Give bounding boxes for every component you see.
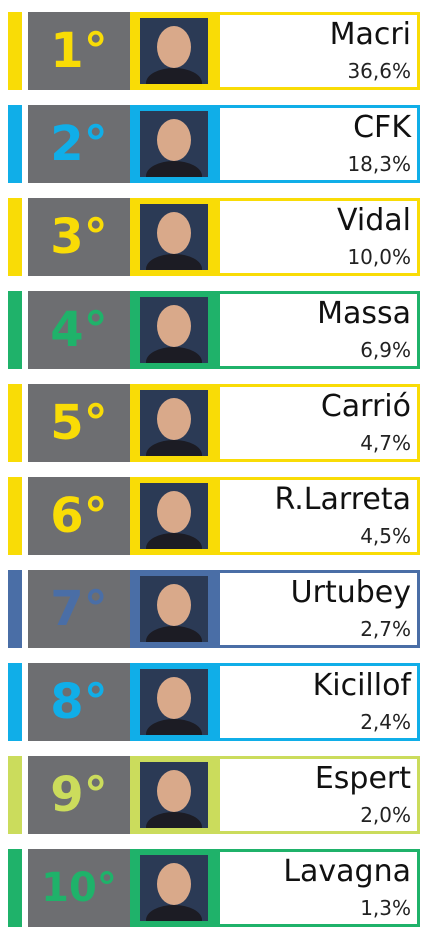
percentage: 2,7% (360, 617, 411, 641)
ranking-row: 6° R.Larreta 4,5% (0, 477, 426, 555)
photo-body (146, 254, 202, 270)
rank: 10° (28, 849, 130, 927)
rank: 6° (28, 477, 130, 555)
ranking-row: 4° Massa 6,9% (0, 291, 426, 369)
ranking-row: 10° Lavagna 1,3% (0, 849, 426, 927)
ranking-row: 1° Macri 36,6% (0, 12, 426, 90)
photo-face (157, 398, 191, 440)
photo-face (157, 491, 191, 533)
photo-face (157, 677, 191, 719)
percentage: 18,3% (347, 152, 411, 176)
percentage: 10,0% (347, 245, 411, 269)
candidate-name: Lavagna (283, 854, 411, 889)
candidate-name: Vidal (337, 203, 411, 238)
photo-face (157, 584, 191, 626)
photo-body (146, 347, 202, 363)
percentage: 2,0% (360, 803, 411, 827)
name-card: CFK 18,3% (220, 108, 417, 180)
color-stripe (8, 849, 22, 927)
candidate-name: Urtubey (290, 575, 411, 610)
photo-body (146, 533, 202, 549)
candidate-name: Espert (314, 761, 411, 796)
name-card: Vidal 10,0% (220, 201, 417, 273)
color-stripe (8, 291, 22, 369)
color-stripe (8, 198, 22, 276)
percentage: 1,3% (360, 896, 411, 920)
photo (140, 297, 208, 363)
photo (140, 669, 208, 735)
ranking-row: 2° CFK 18,3% (0, 105, 426, 183)
photo-body (146, 719, 202, 735)
ranking-row: 7° Urtubey 2,7% (0, 570, 426, 648)
photo-face (157, 770, 191, 812)
photo-face (157, 26, 191, 68)
rank: 9° (28, 756, 130, 834)
rank: 2° (28, 105, 130, 183)
photo-face (157, 212, 191, 254)
color-stripe (8, 570, 22, 648)
photo (140, 762, 208, 828)
rank: 1° (28, 12, 130, 90)
candidate-name: Macri (329, 17, 411, 52)
candidate-name: Massa (317, 296, 411, 331)
name-card: Carrió 4,7% (220, 387, 417, 459)
rank: 8° (28, 663, 130, 741)
ranking-row: 8° Kicillof 2,4% (0, 663, 426, 741)
name-card: Urtubey 2,7% (220, 573, 417, 645)
ranking-row: 9° Espert 2,0% (0, 756, 426, 834)
photo (140, 390, 208, 456)
color-stripe (8, 663, 22, 741)
color-stripe (8, 12, 22, 90)
color-stripe (8, 477, 22, 555)
ranking-row: 5° Carrió 4,7% (0, 384, 426, 462)
rank: 5° (28, 384, 130, 462)
photo-face (157, 863, 191, 905)
ranking-row: 3° Vidal 10,0% (0, 198, 426, 276)
photo-body (146, 161, 202, 177)
photo (140, 483, 208, 549)
rank: 4° (28, 291, 130, 369)
name-card: R.Larreta 4,5% (220, 480, 417, 552)
photo-body (146, 812, 202, 828)
photo-body (146, 68, 202, 84)
photo-body (146, 440, 202, 456)
photo (140, 855, 208, 921)
name-card: Massa 6,9% (220, 294, 417, 366)
percentage: 2,4% (360, 710, 411, 734)
name-card: Kicillof 2,4% (220, 666, 417, 738)
name-card: Macri 36,6% (220, 15, 417, 87)
name-card: Lavagna 1,3% (220, 852, 417, 924)
color-stripe (8, 105, 22, 183)
photo-body (146, 626, 202, 642)
color-stripe (8, 756, 22, 834)
photo (140, 18, 208, 84)
photo (140, 111, 208, 177)
percentage: 36,6% (347, 59, 411, 83)
candidate-name: Carrió (320, 389, 411, 424)
name-card: Espert 2,0% (220, 759, 417, 831)
photo (140, 576, 208, 642)
photo-body (146, 905, 202, 921)
percentage: 4,7% (360, 431, 411, 455)
candidate-name: R.Larreta (274, 482, 412, 517)
color-stripe (8, 384, 22, 462)
photo-face (157, 305, 191, 347)
rank: 3° (28, 198, 130, 276)
rank: 7° (28, 570, 130, 648)
candidate-name: CFK (353, 110, 411, 145)
percentage: 6,9% (360, 338, 411, 362)
percentage: 4,5% (360, 524, 411, 548)
photo (140, 204, 208, 270)
candidate-name: Kicillof (312, 668, 411, 703)
photo-face (157, 119, 191, 161)
